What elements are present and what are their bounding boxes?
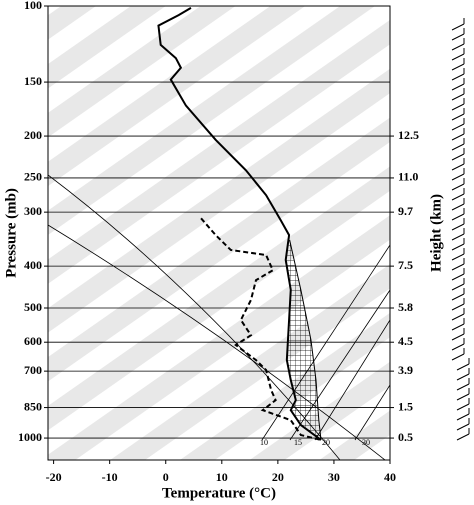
barb-staff — [456, 383, 470, 391]
barb-staff — [451, 253, 465, 261]
adiabat — [48, 224, 386, 460]
barb-staff — [456, 393, 470, 401]
x-tick-label: 40 — [384, 470, 396, 484]
mixing-label: 10 — [260, 438, 268, 447]
barb-staff — [451, 333, 465, 341]
x-tick-label: 30 — [328, 470, 340, 484]
x-axis-label: Temperature (°C) — [162, 485, 276, 501]
barb-staff — [451, 23, 465, 31]
mixing-label: 20 — [322, 438, 330, 447]
y-tick-label: 500 — [24, 300, 42, 314]
barb-staff — [451, 123, 465, 131]
barb-staff — [451, 43, 465, 51]
barb-staff — [456, 363, 470, 371]
y-tick-label: 400 — [24, 258, 42, 272]
barb-staff — [451, 203, 465, 211]
y2-tick-label: 9.7 — [398, 204, 413, 218]
barb-staff — [451, 343, 465, 351]
x-tick-label: 20 — [272, 470, 284, 484]
x-tick-label: -20 — [46, 470, 62, 484]
profile-line — [200, 217, 322, 441]
barb-staff — [451, 53, 465, 61]
y2-tick-label: 7.5 — [398, 258, 413, 272]
y2-tick-label: 1.5 — [398, 399, 413, 413]
y2-tick-label: 5.8 — [398, 300, 413, 314]
barb-staff — [456, 433, 470, 441]
y2-tick-label: 0.5 — [398, 430, 413, 444]
y-tick-label: 150 — [24, 74, 42, 88]
barb-staff — [451, 63, 465, 71]
y2-tick-label: 11.0 — [398, 170, 418, 184]
barb-staff — [451, 133, 465, 141]
barb-staff — [456, 423, 470, 431]
y-tick-label: 600 — [24, 334, 42, 348]
barb-staff — [451, 273, 465, 281]
barb-staff — [451, 233, 465, 241]
barb-staff — [451, 303, 465, 311]
barb-staff — [451, 163, 465, 171]
y2-tick-label: 3.9 — [398, 363, 413, 377]
mixing-line — [354, 384, 390, 441]
plot-area — [48, 6, 390, 460]
y-tick-label: 300 — [24, 204, 42, 218]
barb-staff — [451, 293, 465, 301]
y2-tick-label: 12.5 — [398, 128, 419, 142]
profile-line — [289, 239, 322, 440]
y-tick-label: 100 — [24, 0, 42, 12]
plot-frame — [47, 5, 391, 461]
barb-staff — [451, 153, 465, 161]
y-tick-label: 1000 — [18, 430, 42, 444]
x-tick-label: 10 — [216, 470, 228, 484]
mixing-line — [314, 319, 390, 441]
barb-staff — [451, 323, 465, 331]
barb-staff — [451, 193, 465, 201]
barb-staff — [451, 173, 465, 181]
barb-staff — [451, 283, 465, 291]
x-tick-label: -10 — [102, 470, 118, 484]
barb-staff — [451, 183, 465, 191]
mixing-label: 15 — [294, 438, 302, 447]
y-tick-label: 850 — [24, 399, 42, 413]
profile-line — [157, 7, 322, 441]
y2-tick-label: 4.5 — [398, 334, 413, 348]
isotherm-bands — [48, 6, 390, 460]
y-tick-label: 200 — [24, 128, 42, 142]
barb-staff — [451, 143, 465, 151]
barb-staff — [451, 93, 465, 101]
barb-staff — [456, 413, 470, 421]
barb-staff — [451, 223, 465, 231]
barb-staff — [451, 73, 465, 81]
barb-staff — [451, 83, 465, 91]
barb-staff — [451, 263, 465, 271]
cape-area — [285, 239, 322, 440]
barb-staff — [451, 213, 465, 221]
y-tick-label: 250 — [24, 170, 42, 184]
barb-staff — [451, 353, 465, 361]
x-tick-label: 0 — [163, 470, 169, 484]
barb-staff — [451, 103, 465, 111]
barb-staff — [456, 373, 470, 381]
barb-staff — [451, 113, 465, 121]
y2-axis-label: Height (km) — [428, 194, 444, 272]
barb-staff — [456, 403, 470, 411]
barb-staff — [451, 33, 465, 41]
mixing-label: 30 — [362, 438, 370, 447]
y-axis-label: Pressure (mb) — [3, 188, 19, 278]
y-tick-label: 700 — [24, 363, 42, 377]
wind-barbs — [451, 18, 470, 441]
barb-staff — [451, 313, 465, 321]
barb-staff — [451, 243, 465, 251]
